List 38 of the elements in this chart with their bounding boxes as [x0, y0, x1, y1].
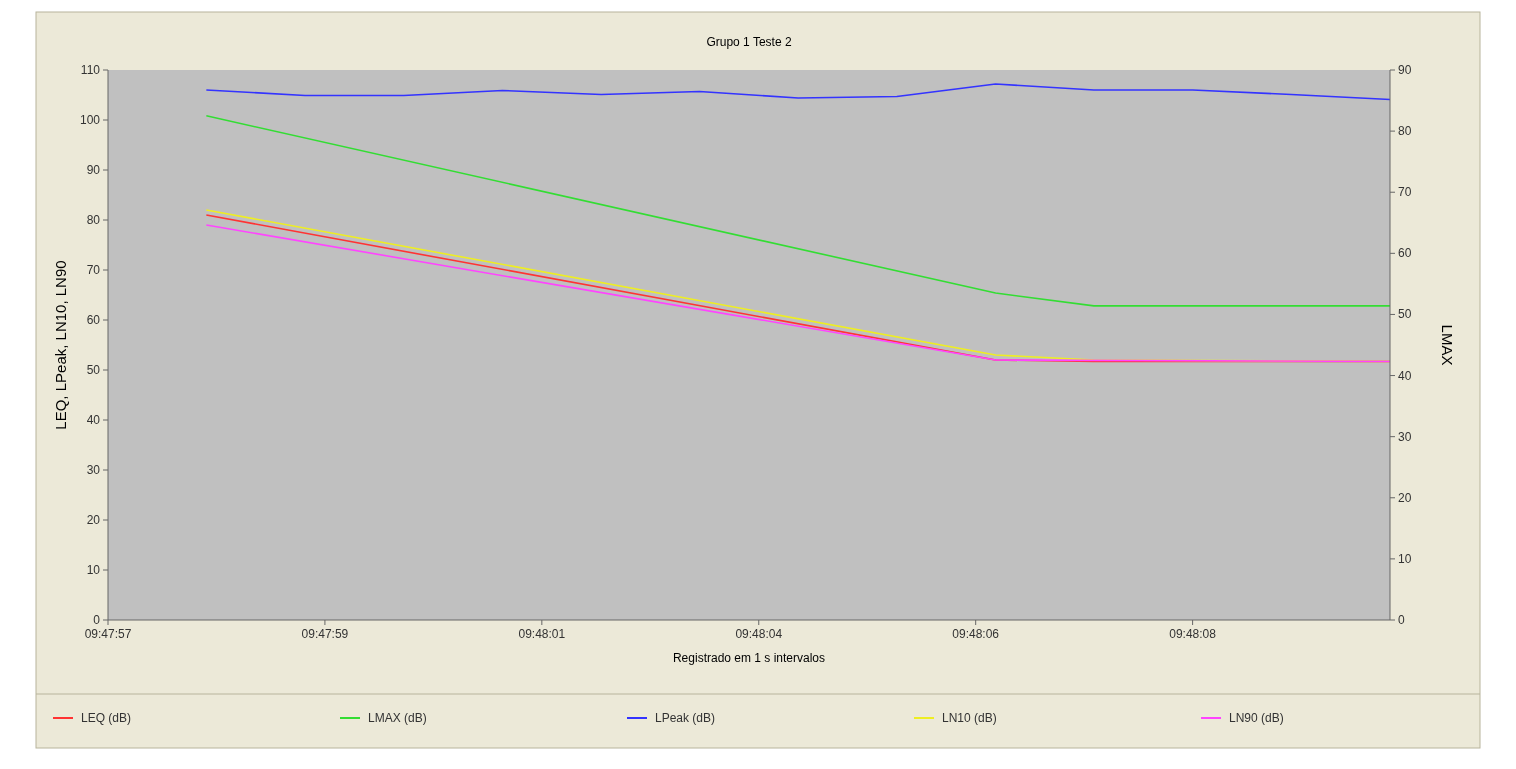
y-tick-label: 70 [86, 263, 101, 277]
x-tick-label: 09:48:04 [735, 627, 783, 641]
y-tick-label: 80 [86, 213, 101, 227]
legend-label: LN90 (dB) [1229, 711, 1284, 725]
legend-label: LEQ (dB) [81, 711, 132, 725]
legend-label: LN10 (dB) [942, 711, 997, 725]
legend-label: LMAX (dB) [368, 711, 427, 725]
y2-tick-label: 60 [1398, 246, 1412, 261]
y-tick-label: 30 [86, 463, 101, 477]
y-tick-label: 60 [86, 313, 101, 327]
x-tick-label: 09:47:57 [84, 627, 132, 641]
y2-tick-label: 40 [1398, 368, 1412, 383]
y-tick-label: 90 [86, 163, 101, 177]
line-series [205, 83, 1391, 101]
y-tick-label: 100 [79, 113, 101, 127]
y-tick-label: 10 [86, 563, 101, 577]
x-tick-label: 09:47:59 [301, 627, 349, 641]
y-tick-label: 110 [80, 63, 101, 77]
chart-title: Grupo 1 Teste 2 [706, 35, 792, 49]
x-tick-label: 09:48:01 [518, 627, 566, 641]
y2-tick-label: 20 [1398, 490, 1412, 505]
legend-label: LPeak (dB) [655, 711, 716, 725]
y2-tick-label: 30 [1398, 429, 1412, 444]
y-tick-label: 20 [86, 513, 101, 527]
y-tick-label: 40 [86, 413, 101, 427]
y2-tick-label: 10 [1398, 551, 1412, 566]
y-tick-label: 0 [93, 613, 101, 627]
x-tick-label: 09:48:06 [952, 627, 1000, 641]
y2-tick-label: 90 [1398, 63, 1412, 77]
y2-tick-label: 0 [1398, 613, 1405, 627]
x-tick-label: 09:48:08 [1169, 627, 1217, 641]
y2-tick-label: 50 [1398, 307, 1412, 322]
y2-tick-label: 80 [1398, 124, 1412, 139]
y2-tick-label: 70 [1398, 185, 1412, 200]
y2-axis-title: LMAX [1439, 324, 1456, 366]
y-axis-title: LEQ, LPeak, LN10, LN90 [52, 260, 69, 430]
y-tick-label: 50 [86, 363, 101, 377]
x-axis-title: Registrado em 1 s intervalos [672, 651, 826, 665]
